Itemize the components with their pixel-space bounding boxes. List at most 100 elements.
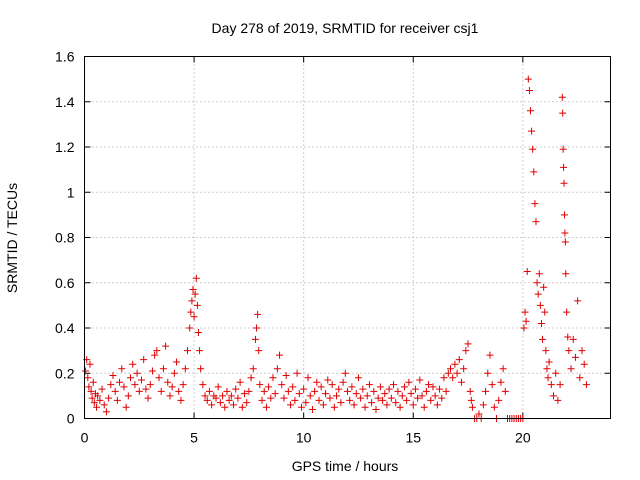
data-point — [122, 403, 130, 411]
data-point — [398, 392, 406, 400]
data-point — [438, 394, 446, 402]
data-point — [385, 385, 393, 393]
x-tick-label: 0 — [81, 430, 89, 446]
y-tick-label: 1.4 — [55, 94, 75, 110]
y-tick-label: 0.8 — [55, 230, 75, 246]
y-tick-label: 0.4 — [55, 320, 75, 336]
data-point — [330, 403, 338, 411]
data-point — [155, 374, 163, 382]
data-point — [490, 403, 498, 411]
data-point — [193, 301, 201, 309]
data-point — [407, 390, 415, 398]
data-point — [162, 342, 170, 350]
data-point — [187, 308, 195, 316]
data-point — [140, 356, 148, 364]
data-point — [464, 340, 472, 348]
data-point — [273, 365, 281, 373]
data-point — [96, 396, 104, 404]
data-point — [146, 381, 154, 389]
data-point — [142, 385, 150, 393]
data-point — [295, 390, 303, 398]
data-point — [234, 394, 242, 402]
data-point — [109, 372, 117, 380]
data-point — [255, 347, 263, 355]
data-point — [486, 351, 494, 359]
data-point — [304, 374, 312, 382]
data-point — [582, 381, 590, 389]
data-point — [545, 358, 553, 366]
data-point — [87, 387, 95, 395]
data-point — [531, 200, 539, 208]
data-point — [466, 387, 474, 395]
data-point — [328, 381, 336, 389]
data-point — [192, 274, 200, 282]
data-point — [260, 387, 268, 395]
data-point — [127, 374, 135, 382]
data-point — [418, 392, 426, 400]
data-point — [302, 399, 310, 407]
data-point — [148, 367, 156, 375]
gridlines — [84, 56, 611, 419]
data-point — [525, 86, 533, 94]
data-point — [567, 365, 575, 373]
data-point — [105, 394, 113, 402]
data-point — [561, 238, 569, 246]
data-point — [560, 179, 568, 187]
y-tick-label: 1 — [67, 184, 75, 200]
data-point — [547, 381, 555, 389]
data-point — [116, 378, 124, 386]
data-point — [300, 385, 308, 393]
data-point — [534, 290, 542, 298]
data-point — [276, 351, 284, 359]
data-point — [181, 365, 189, 373]
data-point — [129, 360, 137, 368]
data-point — [560, 163, 568, 171]
data-point — [313, 378, 321, 386]
data-point — [451, 360, 459, 368]
data-point — [344, 387, 351, 395]
data-point — [254, 310, 262, 318]
data-point — [540, 283, 548, 291]
data-point — [527, 107, 535, 115]
data-point — [262, 403, 270, 411]
data-point — [111, 387, 119, 395]
data-point — [558, 93, 566, 101]
data-point — [214, 383, 222, 391]
data-point — [381, 390, 389, 398]
data-point — [166, 392, 174, 400]
data-point — [363, 392, 371, 400]
x-tick-label: 10 — [296, 430, 312, 446]
data-point — [335, 385, 343, 393]
data-point — [400, 383, 408, 391]
data-point — [379, 396, 387, 404]
data-point — [576, 374, 584, 382]
data-point — [223, 387, 231, 395]
data-point — [197, 365, 205, 373]
data-point — [542, 347, 550, 355]
data-point — [170, 369, 178, 377]
data-point — [289, 383, 297, 391]
data-point — [267, 394, 275, 402]
data-point — [280, 394, 288, 402]
data-point — [256, 381, 264, 389]
data-point — [563, 308, 571, 316]
data-point — [208, 401, 216, 409]
data-point — [357, 394, 365, 402]
data-point — [144, 394, 152, 402]
data-point — [453, 369, 461, 377]
data-point — [529, 145, 537, 153]
data-point — [495, 396, 503, 404]
data-point — [522, 317, 530, 325]
data-point — [541, 308, 549, 316]
data-point — [521, 308, 529, 316]
x-tick-label: 5 — [190, 430, 198, 446]
data-point — [191, 290, 199, 298]
data-point — [484, 369, 492, 377]
data-point — [284, 387, 292, 395]
data-point — [372, 405, 380, 413]
data-point — [368, 399, 376, 407]
data-point — [535, 270, 543, 278]
data-point — [564, 333, 572, 341]
data-point — [216, 399, 224, 407]
